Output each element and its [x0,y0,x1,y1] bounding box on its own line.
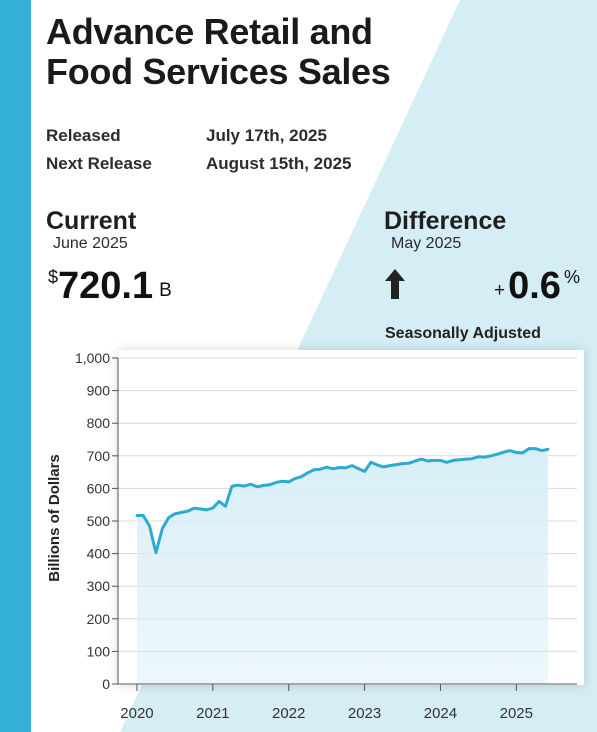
series-area [137,448,548,684]
series-line [135,447,550,555]
y-tick-label: 300 [87,578,111,594]
y-tick-label: 400 [87,546,111,562]
released-label: Released [46,126,121,145]
difference-value-group: + 0.6 % [494,266,580,306]
next-release-label: Next Release [46,154,152,173]
x-tick-label: 2022 [272,705,305,722]
x-tick-label: 2020 [120,705,153,722]
y-tick-label: 0 [102,676,110,692]
seasonally-adjusted-note: Seasonally Adjusted [385,325,541,342]
chart-area-layer [135,447,550,684]
current-value: 720.1 [58,265,154,307]
difference-period: May 2025 [391,235,462,252]
released-value: July 17th, 2025 [206,126,327,145]
y-axis-label: Billions of Dollars [46,454,63,582]
difference-value: 0.6 [508,265,561,307]
y-tick-label: 500 [87,513,111,529]
y-tick-label: 900 [87,383,111,399]
current-period: June 2025 [53,235,128,252]
y-tick-label: 800 [87,415,111,431]
arrow-up-icon [385,269,405,299]
difference-label: Difference [384,207,507,235]
next-release-value: August 15th, 2025 [206,154,352,173]
chart-axes [112,357,577,691]
difference-sign: + [494,280,506,301]
current-unit: B [159,280,172,301]
current-label: Current [46,207,137,235]
y-tick-label: 600 [87,480,111,496]
x-tick-label: 2024 [424,705,457,722]
x-tick-label: 2021 [196,705,229,722]
difference-unit: % [563,267,580,287]
accent-side-bar [0,0,31,732]
current-value-group: $ 720.1 B [48,266,172,306]
y-tick-label: 200 [87,611,111,627]
page-title: Advance Retail and Food Services Sales [46,11,391,92]
y-tick-label: 700 [87,448,111,464]
x-tick-label: 2025 [500,705,533,722]
chart-labels: 0 100 200 300 400 500 600 700 800 900 1,000 2020 202… [75,350,533,722]
currency-symbol: $ [48,267,59,287]
y-tick-label: 100 [87,643,111,659]
y-tick-label: 1,000 [75,350,110,366]
x-tick-label: 2023 [348,705,381,722]
